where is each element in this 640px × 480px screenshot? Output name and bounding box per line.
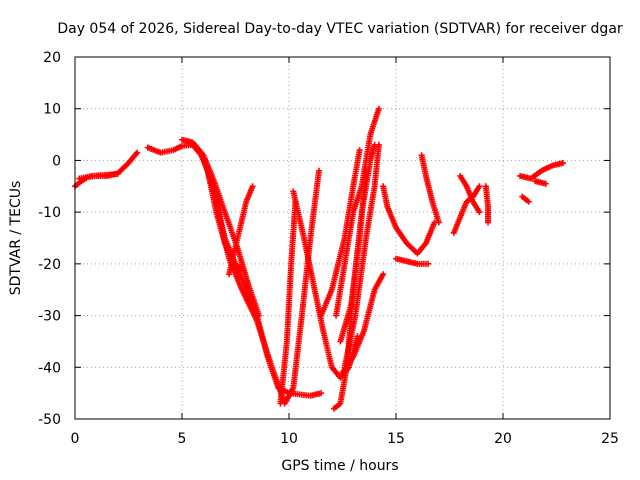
- y-tick-label: -10: [38, 205, 61, 221]
- data-point: [249, 183, 256, 190]
- series-track-w: [519, 193, 532, 205]
- series-track-d: [179, 136, 322, 407]
- data-point: [559, 160, 566, 167]
- series-track-x: [532, 178, 549, 187]
- data-point: [476, 183, 483, 190]
- series-track-t: [457, 172, 483, 216]
- series-track-q: [393, 255, 432, 267]
- y-tick-label: 20: [43, 50, 61, 66]
- x-tick-label: 15: [387, 431, 405, 447]
- data-point: [380, 271, 387, 278]
- plot-frame: [74, 56, 611, 420]
- data-point: [375, 105, 382, 112]
- x-tick-label: 0: [71, 431, 80, 447]
- x-tick-label: 25: [601, 431, 619, 447]
- series-track-g: [226, 183, 256, 278]
- y-tick-label: -40: [38, 360, 61, 376]
- series-track-n: [341, 141, 382, 371]
- marks-layer: [72, 105, 566, 412]
- data-point: [476, 209, 483, 216]
- chart-title: Day 054 of 2026, Sidereal Day-to-day VTE…: [57, 21, 623, 37]
- series-track-r: [418, 152, 442, 226]
- data-point: [114, 170, 121, 177]
- series-track-v: [517, 160, 566, 182]
- data-point: [256, 312, 263, 319]
- series-track-a: [72, 149, 141, 190]
- x-tick-label: 20: [494, 431, 512, 447]
- data-point: [356, 147, 363, 154]
- series-track-f: [200, 152, 263, 319]
- data-point: [363, 167, 370, 174]
- y-tick-label: -30: [38, 309, 61, 325]
- series-track-o: [318, 147, 363, 319]
- series-track-p: [380, 183, 438, 257]
- data-point: [435, 219, 442, 226]
- x-tick-label: 5: [178, 431, 187, 447]
- x-axis-title: GPS time / hours: [281, 458, 398, 474]
- y-tick-label: -20: [38, 257, 61, 273]
- y-tick-label: -50: [38, 412, 61, 428]
- y-tick-label: 0: [52, 153, 61, 169]
- series-track-m: [337, 167, 370, 345]
- series-track-u: [482, 183, 492, 226]
- data-point: [485, 219, 492, 226]
- y-axis-title: SDTVAR / TECUs: [8, 181, 24, 296]
- series-track-b: [76, 170, 121, 182]
- data-point: [525, 198, 532, 205]
- data-point: [375, 141, 382, 148]
- data-point: [134, 149, 141, 156]
- grid-layer: [75, 57, 610, 419]
- data-point: [425, 260, 432, 267]
- data-point: [542, 180, 549, 187]
- data-point: [318, 390, 325, 397]
- y-tick-label: 10: [43, 102, 61, 118]
- x-tick-label: 10: [280, 431, 298, 447]
- data-point: [315, 167, 322, 174]
- tick-layer: 0 5 10 15 20 25 20 10 0 -10 -20 -30 -40 -50: [38, 50, 619, 447]
